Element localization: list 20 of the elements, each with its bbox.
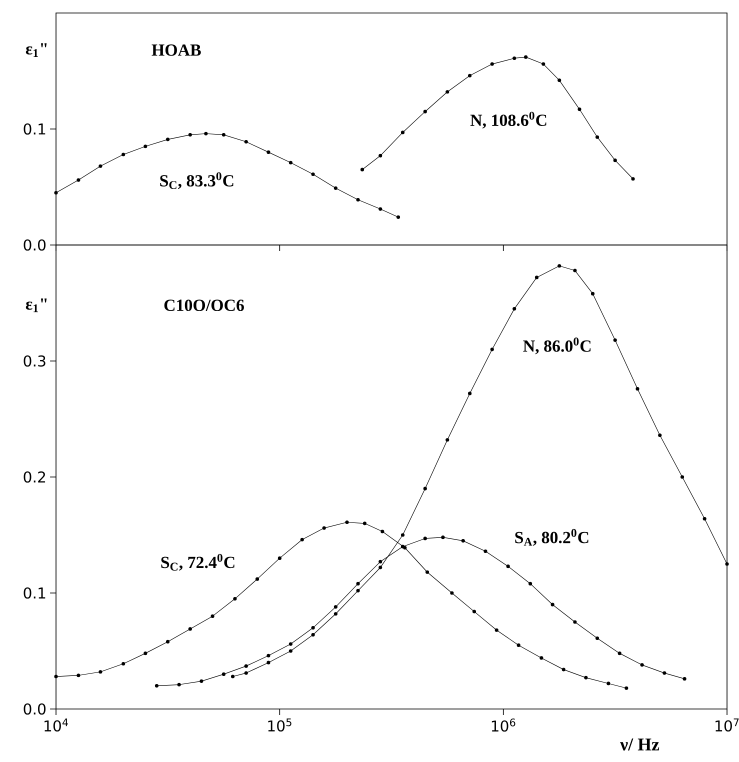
x-axis-title: ν/ Hz [620, 738, 660, 751]
text: C10O/OC6 [164, 300, 244, 312]
y-tick-label: 0.3 [24, 355, 46, 367]
y-tick-label: 0.0 [24, 239, 46, 251]
y-tick-label: 0.1 [24, 123, 46, 135]
y-tick-label: 0.0 [24, 703, 46, 715]
y-tick-label: 0.2 [24, 471, 46, 483]
x-tick-label: 10$^{7}$ [716, 718, 739, 732]
series-label: N, 108.6$^{0}$C [470, 112, 546, 128]
series-label: S$_{C}$, 72.4$^{0}$C [161, 554, 234, 571]
x-tick-label: 10$^{4}$ [44, 718, 68, 732]
text: HOAB [152, 44, 201, 56]
x-tick-label: 10$^{6}$ [492, 718, 516, 732]
y-axis-title: ε$_{1}$" [26, 43, 47, 57]
series-label: S$_{C}$, 83.3$^{0}$C [160, 172, 234, 190]
series-label: S$_{A}$, 80.2$^{0}$C [515, 528, 588, 546]
y-tick-label: 0.1 [24, 587, 46, 599]
series-label: N, 86.0$^{0}$C [523, 337, 591, 354]
y-axis-title: ε$_{1}$" [26, 298, 47, 312]
x-tick-label: 10$^{5}$ [268, 718, 292, 732]
